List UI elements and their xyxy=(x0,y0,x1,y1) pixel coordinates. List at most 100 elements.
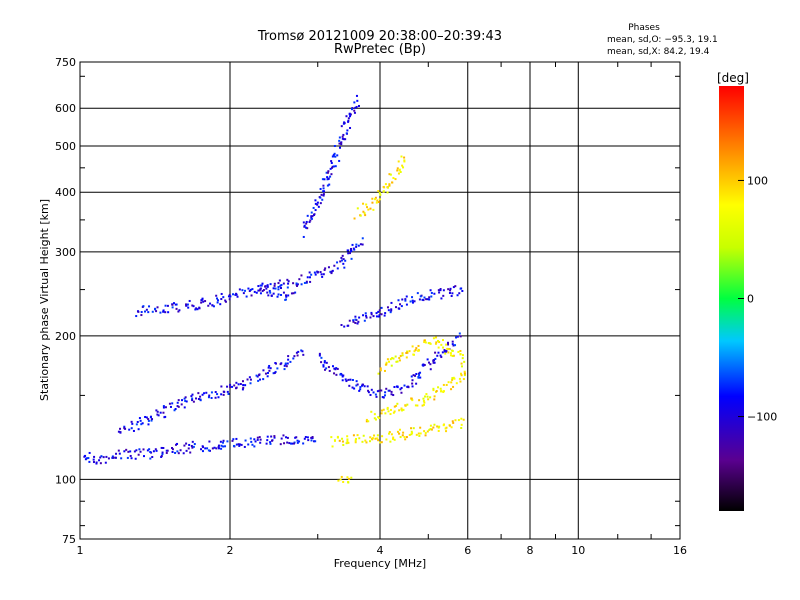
data-point xyxy=(372,315,375,318)
data-point xyxy=(138,448,141,451)
data-point xyxy=(192,400,195,403)
data-point xyxy=(201,298,204,301)
data-point xyxy=(340,475,343,478)
data-point xyxy=(162,447,165,450)
data-point xyxy=(418,373,421,376)
data-point xyxy=(240,443,243,446)
data-point xyxy=(231,385,234,388)
data-point xyxy=(386,358,389,361)
data-point xyxy=(211,447,214,450)
data-point xyxy=(135,315,138,318)
data-point xyxy=(347,441,350,444)
data-point xyxy=(185,304,188,307)
data-point xyxy=(177,452,180,455)
data-point xyxy=(410,433,413,436)
data-point xyxy=(417,376,420,379)
data-point xyxy=(357,320,360,323)
data-point xyxy=(437,429,440,432)
data-point xyxy=(147,418,150,421)
data-point xyxy=(392,177,395,180)
data-point xyxy=(400,407,403,410)
data-point xyxy=(426,358,429,361)
colorbar-ticks: 100 0 −100 xyxy=(738,174,777,424)
data-point xyxy=(389,413,392,416)
data-point xyxy=(332,155,335,158)
data-point xyxy=(407,386,410,389)
data-point xyxy=(353,248,356,251)
data-point xyxy=(148,448,151,451)
data-point xyxy=(311,437,314,440)
data-point xyxy=(413,350,416,353)
data-point xyxy=(375,315,378,318)
data-point xyxy=(287,280,290,283)
data-point xyxy=(321,198,324,201)
data-point xyxy=(369,440,372,443)
data-point xyxy=(452,286,455,289)
data-point xyxy=(161,453,164,456)
data-point xyxy=(336,267,339,270)
data-point xyxy=(342,443,345,446)
data-point xyxy=(246,378,249,381)
data-point xyxy=(330,160,333,163)
data-point xyxy=(257,289,260,292)
data-point xyxy=(399,303,402,306)
y-tick-label: 75 xyxy=(62,533,76,546)
data-point xyxy=(339,260,342,263)
data-point xyxy=(266,291,269,294)
data-point xyxy=(447,381,450,384)
data-point xyxy=(353,101,356,104)
data-point xyxy=(277,293,280,296)
data-point xyxy=(276,295,279,298)
data-point xyxy=(187,306,190,309)
data-point xyxy=(371,438,374,441)
data-point xyxy=(451,420,454,423)
data-point xyxy=(412,374,415,377)
data-point xyxy=(334,155,337,158)
data-point xyxy=(156,306,159,309)
data-point xyxy=(255,291,258,294)
data-point xyxy=(239,383,242,386)
data-point xyxy=(353,109,356,112)
data-point xyxy=(398,168,401,171)
data-point xyxy=(445,430,448,433)
data-point xyxy=(355,105,358,108)
data-point xyxy=(204,447,207,450)
data-point xyxy=(215,294,218,297)
data-point xyxy=(305,222,308,225)
data-point xyxy=(406,403,409,406)
data-point xyxy=(429,427,432,430)
data-point xyxy=(408,350,411,353)
data-point xyxy=(389,358,392,361)
data-point xyxy=(339,146,342,149)
data-point xyxy=(403,160,406,163)
data-point xyxy=(156,413,159,416)
data-point xyxy=(111,455,114,458)
data-point xyxy=(183,406,186,409)
data-point xyxy=(347,117,350,120)
data-point xyxy=(331,445,334,448)
data-point xyxy=(401,409,404,412)
y-tick-label: 500 xyxy=(55,140,76,153)
data-point xyxy=(365,316,368,319)
data-point xyxy=(440,343,443,346)
data-point xyxy=(406,350,409,353)
data-point xyxy=(321,275,324,278)
data-point xyxy=(336,367,339,370)
data-point xyxy=(241,289,244,292)
data-point xyxy=(328,183,331,186)
data-point xyxy=(234,293,237,296)
data-point xyxy=(155,310,158,313)
data-point xyxy=(259,287,262,290)
data-point xyxy=(423,430,426,433)
data-point xyxy=(347,119,350,122)
data-point xyxy=(398,409,401,412)
data-point xyxy=(244,384,247,387)
data-point xyxy=(187,447,190,450)
data-point xyxy=(171,448,174,451)
data-point xyxy=(395,385,398,388)
data-point xyxy=(210,391,213,394)
data-point xyxy=(162,406,165,409)
data-point xyxy=(369,436,372,439)
data-point xyxy=(217,444,220,447)
data-point xyxy=(177,405,180,408)
